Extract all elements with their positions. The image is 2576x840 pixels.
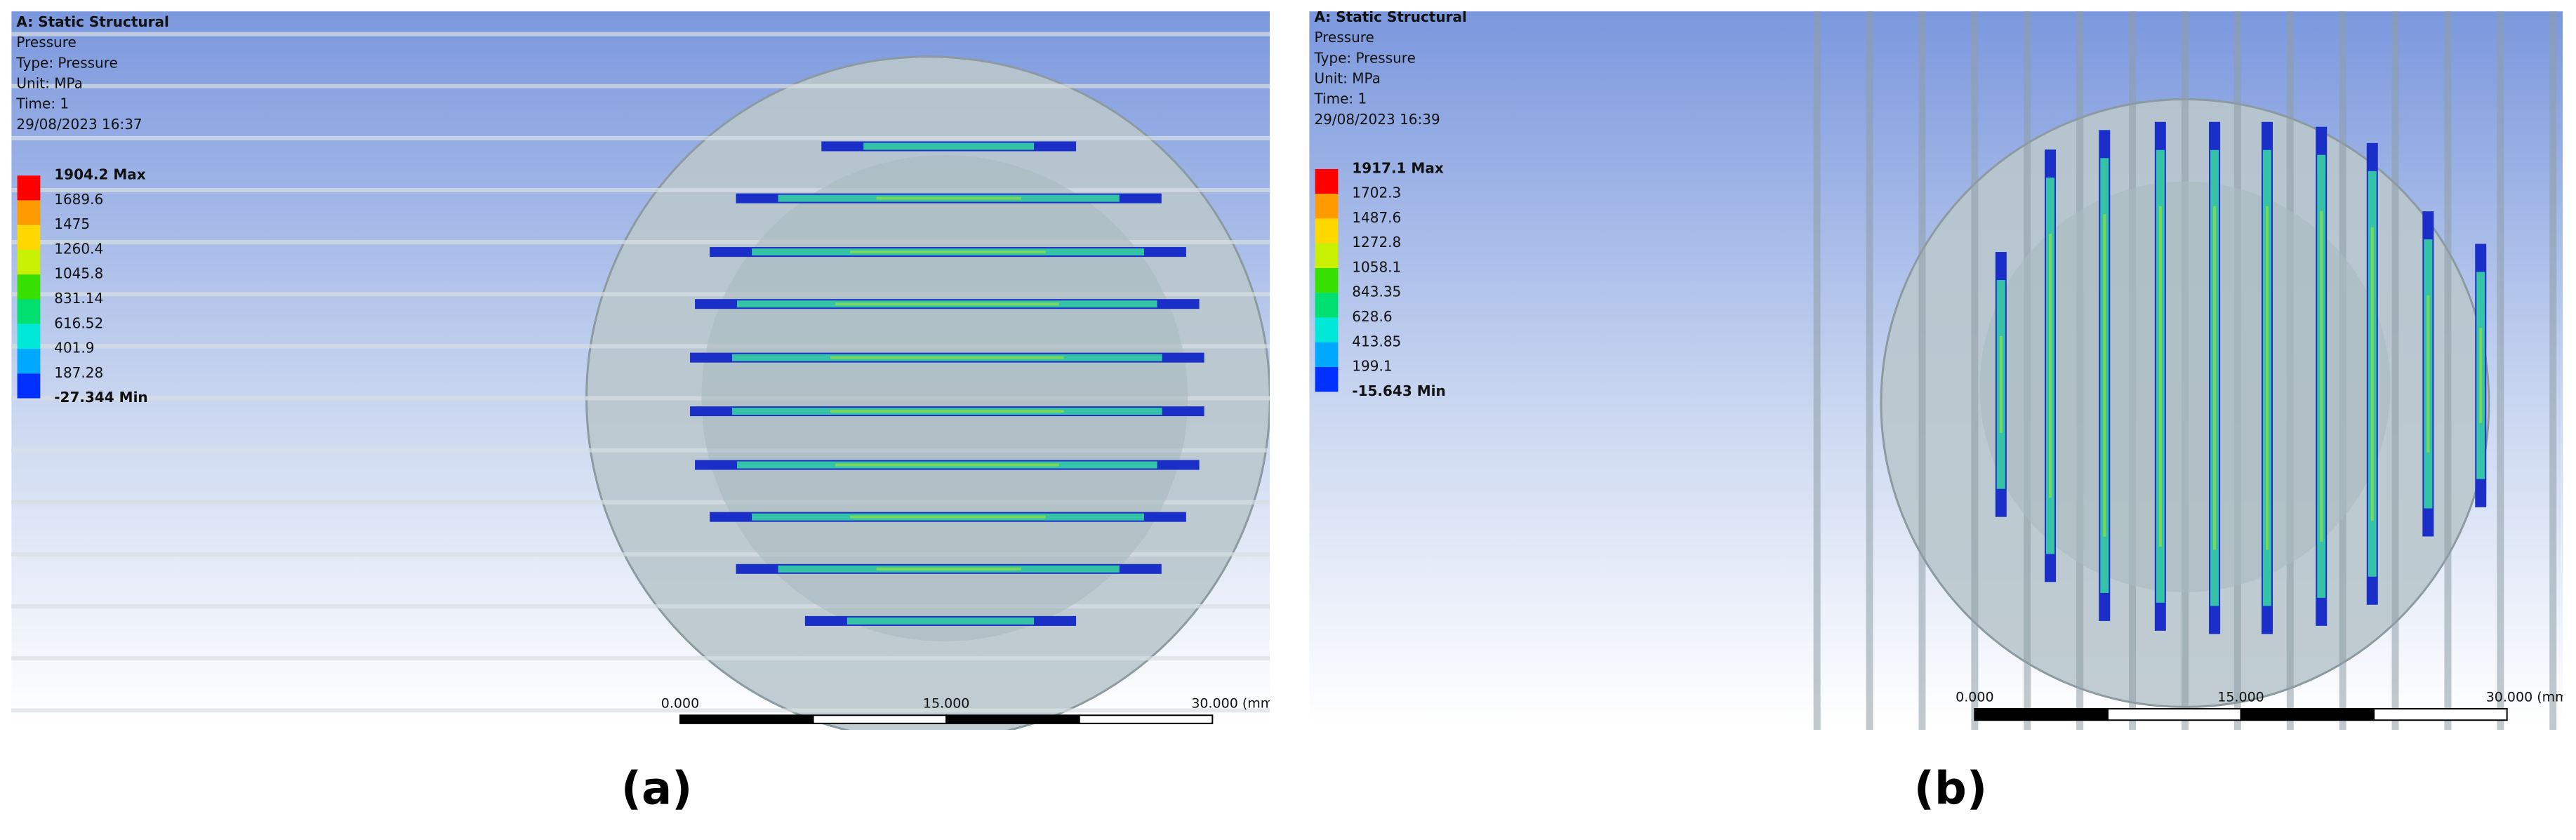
result-header: 29/08/2023 16:37 [16, 116, 142, 133]
legend-swatch [17, 249, 41, 275]
strip-hot [835, 463, 1059, 467]
legend-swatch [1315, 218, 1339, 244]
legend-label: 1475 [54, 215, 90, 232]
legend-swatch [1315, 267, 1339, 293]
strip-hot [830, 410, 1064, 413]
strip-hot [2426, 295, 2430, 453]
strip-hot [835, 302, 1059, 306]
legend-swatch [17, 324, 41, 349]
legend-label: 401.9 [54, 340, 94, 356]
scale-label: 30.000 (mm) [1191, 696, 1278, 712]
legend-label: 199.1 [1352, 358, 1392, 375]
strip-hot [850, 515, 1046, 519]
legend-label: -15.643 Min [1352, 382, 1445, 399]
result-header: A: Static Structural [16, 13, 168, 30]
legend-label: 187.28 [54, 364, 103, 381]
viewport: A: Static Structural Pressure Type: Pressu… [11, 11, 1278, 730]
contact-zone [1979, 181, 2391, 592]
scale-segment [679, 714, 814, 724]
legend-label: 1058.1 [1352, 258, 1401, 275]
strip-hot [2213, 206, 2217, 550]
strip-hot [850, 251, 1046, 254]
legend-swatch [17, 274, 41, 300]
legend-label: 1917.1 Max [1352, 159, 1444, 176]
strip-hot [2103, 214, 2106, 537]
legend-swatch [17, 349, 41, 374]
figure-caption: (b) [1914, 764, 1987, 815]
scale-segment [2373, 707, 2508, 721]
legend-label: 1272.8 [1352, 234, 1401, 251]
result-header: Type: Pressure [15, 54, 117, 71]
legend-swatch [1315, 317, 1339, 342]
scale-label: 30.000 (mm) [2486, 689, 2573, 705]
legend-swatch [1315, 342, 1339, 368]
result-header: Unit: MPa [1314, 70, 1380, 87]
scale-label: 15.000 [923, 696, 969, 712]
strip-hot [1999, 336, 2003, 433]
strip-core [847, 617, 1035, 625]
legend-swatch [1315, 168, 1339, 194]
legend-swatch [17, 200, 41, 225]
result-header: Unit: MPa [16, 74, 82, 91]
viewport: A: Static Structural Pressure Type: Pressu… [1309, 8, 2573, 730]
legend-label: 831.14 [54, 290, 103, 307]
strip-hot [830, 356, 1064, 359]
legend-label: 1689.6 [54, 191, 103, 208]
strip-hot [2479, 328, 2483, 423]
result-header: Time: 1 [1313, 91, 1367, 107]
result-header: Pressure [1314, 29, 1374, 46]
legend-label: 1260.4 [54, 240, 103, 257]
legend-label: 1487.6 [1352, 209, 1401, 226]
legend-label: 628.6 [1352, 308, 1392, 325]
legend-label: -27.344 Min [54, 389, 147, 406]
strip-hot [2265, 206, 2269, 550]
scale-label: 0.000 [661, 696, 699, 712]
legend-swatch [1315, 367, 1339, 392]
strip-hot [2158, 206, 2162, 547]
legend-label: 1904.2 Max [54, 166, 146, 183]
result-header: A: Static Structural [1314, 8, 1466, 25]
legend-swatch [17, 225, 41, 250]
legend-swatch [17, 299, 41, 324]
legend-swatch [1315, 243, 1339, 268]
scale-segment [1974, 707, 2109, 721]
result-header: 29/08/2023 16:39 [1314, 111, 1440, 128]
strip-hot [876, 196, 1021, 200]
legend-label: 1702.3 [1352, 185, 1401, 201]
scale-segment [2106, 707, 2242, 721]
legend-swatch [1315, 194, 1339, 219]
strip-hot [2049, 234, 2052, 498]
legend-swatch [1315, 293, 1339, 318]
scale-segment [812, 714, 948, 724]
legend-label: 1045.8 [54, 265, 103, 282]
legend-swatch [17, 373, 41, 399]
strip-hot [2370, 227, 2374, 521]
result-header: Time: 1 [15, 95, 69, 112]
legend-label: 413.85 [1352, 333, 1401, 349]
strip-hot [2320, 211, 2323, 542]
strip-core [863, 142, 1035, 150]
scale-segment [945, 714, 1080, 724]
strip-hot [876, 567, 1021, 571]
scale-label: 15.000 [2217, 689, 2264, 705]
figure-caption: (a) [621, 764, 693, 815]
legend-swatch [17, 175, 41, 201]
scale-segment [2240, 707, 2375, 721]
result-header: Type: Pressure [1313, 49, 1415, 66]
scale-label: 0.000 [1956, 689, 1993, 705]
legend-label: 843.35 [1352, 284, 1401, 300]
scale-segment [1078, 714, 1214, 724]
result-header: Pressure [16, 34, 76, 51]
legend-label: 616.52 [54, 314, 103, 331]
